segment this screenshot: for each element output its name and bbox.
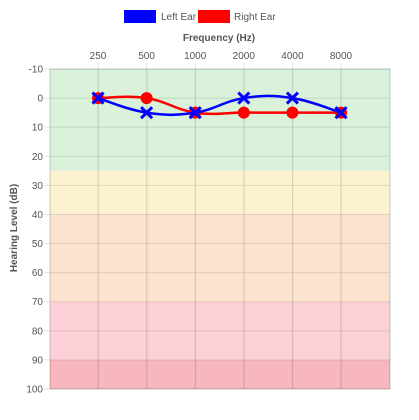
x-tick-label: 2000 (233, 51, 256, 62)
x-tick-label: 4000 (281, 51, 304, 62)
y-tick-label: 80 (32, 326, 44, 337)
right-ear-point[interactable] (140, 92, 153, 105)
right-ear-point[interactable] (237, 106, 250, 119)
legend-label-right-ear: Right Ear (234, 12, 276, 23)
y-tick-label: 0 (37, 94, 43, 105)
x-tick-label: 1000 (184, 51, 207, 62)
y-tick-label: 30 (32, 181, 44, 192)
y-tick-label: 10 (32, 123, 44, 134)
left-ear-point[interactable] (285, 91, 299, 105)
y-tick-label: 50 (32, 239, 44, 250)
legend: Left Ear Right Ear (124, 10, 276, 23)
left-ear-line (97, 94, 342, 117)
x-tick-label: 250 (90, 51, 107, 62)
x-tick-label: 500 (138, 51, 155, 62)
y-axis-title: Hearing Level (dB) (9, 184, 20, 272)
y-tick-label: 20 (32, 152, 44, 163)
y-tick-label: 40 (32, 210, 44, 221)
band-1 (50, 170, 390, 215)
grid-lines (44, 63, 391, 390)
right-ear-point[interactable] (286, 106, 299, 119)
y-tick-label: 100 (26, 385, 43, 396)
left-ear-point[interactable] (91, 91, 105, 105)
left-ear-point-stroke (285, 91, 299, 105)
y-tick-label: -10 (29, 65, 44, 76)
legend-swatch-left-ear[interactable] (124, 10, 156, 23)
y-tick-label: 70 (32, 297, 44, 308)
band-2 (50, 214, 390, 302)
x-axis-title: Frequency (Hz) (183, 33, 255, 44)
y-tick-label: 60 (32, 268, 44, 279)
left-ear-point-stroke (188, 106, 202, 120)
band-0 (50, 69, 390, 171)
y-tick-labels: -10 0 10 20 30 40 50 60 70 80 90 100 (26, 65, 43, 396)
legend-swatch-right-ear[interactable] (198, 10, 230, 23)
left-ear-point-stroke (237, 91, 251, 105)
left-ear-point-stroke (91, 91, 105, 105)
legend-label-left-ear: Left Ear (161, 12, 197, 23)
y-tick-label: 90 (32, 355, 44, 366)
left-ear-point-stroke (140, 106, 154, 120)
band-3 (50, 301, 390, 360)
left-ear-point[interactable] (140, 106, 154, 120)
left-ear-point[interactable] (237, 91, 251, 105)
left-ear-point[interactable] (188, 106, 202, 120)
x-tick-labels: 250 500 1000 2000 4000 8000 (90, 51, 353, 62)
left-ear-point[interactable] (334, 106, 348, 120)
plot-border (49, 68, 391, 390)
left-ear-point-stroke (334, 106, 348, 120)
x-tick-label: 8000 (330, 51, 353, 62)
hearing-level-bands (50, 69, 390, 389)
series-layer (91, 91, 348, 120)
band-4 (50, 359, 390, 389)
